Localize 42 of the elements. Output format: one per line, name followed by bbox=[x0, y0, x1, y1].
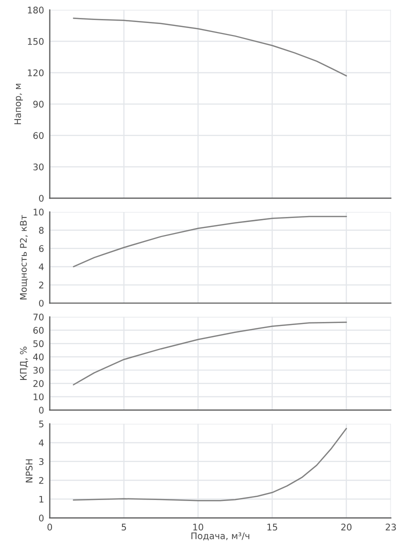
y-tick-label: 70 bbox=[33, 314, 44, 320]
line-series bbox=[72, 322, 347, 386]
y-tick-label: 0 bbox=[39, 194, 44, 202]
y-tick-label: 50 bbox=[33, 340, 44, 348]
line-series bbox=[72, 428, 347, 502]
x-axis-title: Подача, м³/ч bbox=[191, 532, 250, 540]
y-tick-label: 8 bbox=[39, 226, 44, 234]
y-tick-label: 0 bbox=[39, 514, 44, 522]
y-axis-title: КПД, % bbox=[20, 346, 28, 380]
y-tick-label: 5 bbox=[39, 420, 44, 428]
y-tick-label: 60 bbox=[33, 326, 44, 334]
y-tick-label: 60 bbox=[33, 132, 44, 139]
y-tick-label: 10 bbox=[34, 393, 44, 400]
x-tick-label: 5 bbox=[122, 524, 126, 530]
y-tick-label: 120 bbox=[28, 69, 44, 76]
x-tick-label: 15 bbox=[267, 524, 278, 530]
y-tick-label: 40 bbox=[33, 354, 44, 360]
y-tick-label: 150 bbox=[28, 38, 44, 45]
y-axis-title: NPSH bbox=[26, 459, 33, 482]
y-tick-label: 20 bbox=[33, 380, 44, 387]
y-axis-title: Напор, м bbox=[14, 84, 23, 124]
y-tick-label: 6 bbox=[39, 245, 44, 252]
x-tick-label: 10 bbox=[193, 524, 204, 530]
y-tick-label: 2 bbox=[39, 282, 44, 288]
y-tick-label: 4 bbox=[38, 439, 44, 446]
y-tick-label: 0 bbox=[39, 300, 44, 307]
y-tick-label: 30 bbox=[33, 366, 44, 374]
y-tick-label: 4 bbox=[38, 264, 44, 270]
x-tick-label: 20 bbox=[341, 524, 352, 530]
y-axis-title: Мощность P2, кВт bbox=[20, 215, 28, 300]
line-series bbox=[72, 18, 347, 76]
y-tick-label: 30 bbox=[33, 164, 44, 170]
x-tick-label: 23 bbox=[386, 524, 396, 530]
x-tick-label: 0 bbox=[47, 524, 52, 530]
y-tick-label: 1 bbox=[39, 496, 44, 503]
y-tick-label: 0 bbox=[39, 406, 44, 414]
y-tick-label: 3 bbox=[39, 458, 44, 466]
y-tick-label: 2 bbox=[39, 477, 44, 484]
y-tick-label: 180 bbox=[28, 6, 44, 14]
line-series bbox=[72, 216, 347, 268]
y-tick-label: 90 bbox=[33, 100, 44, 108]
y-tick-label: 10 bbox=[34, 208, 44, 216]
